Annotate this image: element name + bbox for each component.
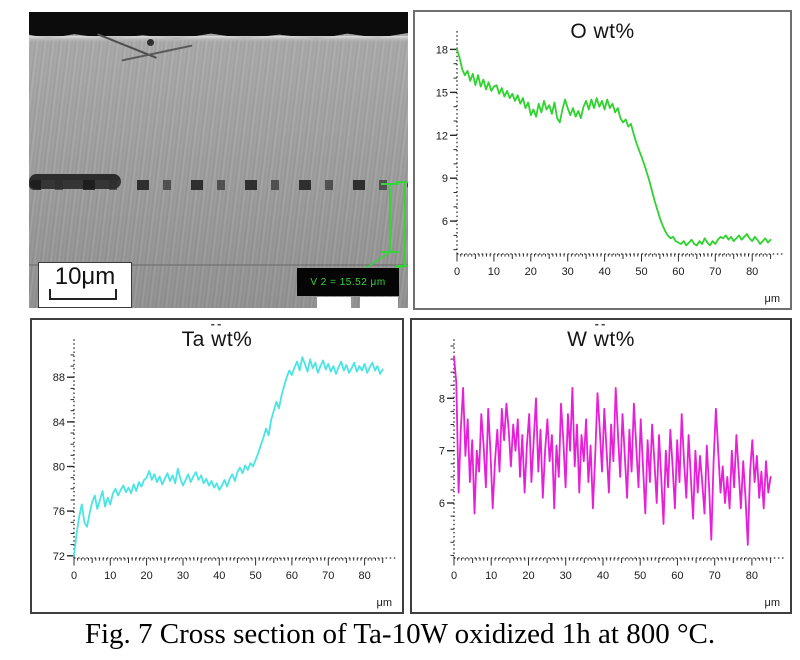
measurement-label: V 2 = 15.52 μm [297,268,399,296]
svg-text:70: 70 [709,266,721,278]
svg-text:40: 40 [597,570,609,582]
svg-text:10: 10 [104,570,116,582]
smudge-mark: -- [594,316,608,331]
smudge-mark: -- [210,316,224,331]
o-wt-chart: 6 9 12 15 18 0 10 20 30 40 50 60 70 80 [436,31,784,278]
image-cutout [317,297,351,308]
svg-text:10: 10 [485,570,497,582]
svg-text:30: 30 [560,570,572,582]
svg-text:10: 10 [488,266,500,278]
svg-text:84: 84 [53,417,65,429]
svg-text:88: 88 [53,372,65,384]
svg-text:80: 80 [746,570,758,582]
svg-text:40: 40 [598,266,610,278]
svg-text:6: 6 [439,498,445,510]
svg-text:20: 20 [525,266,537,278]
image-cutout [360,297,398,308]
svg-text:20: 20 [522,570,534,582]
svg-text:15: 15 [436,87,448,99]
svg-text:0: 0 [71,570,77,582]
svg-text:12: 12 [436,130,448,142]
svg-text:60: 60 [286,570,298,582]
svg-text:50: 50 [634,570,646,582]
svg-text:6: 6 [442,216,448,228]
svg-text:9: 9 [442,173,448,185]
svg-text:80: 80 [358,570,370,582]
sem-crack-line [29,180,408,190]
svg-text:70: 70 [322,570,334,582]
svg-text:80: 80 [746,266,758,278]
svg-text:50: 50 [249,570,261,582]
svg-text:18: 18 [436,44,448,56]
scale-bar: 10μm [38,262,132,308]
chart-title-ta: Ta wt% [181,328,253,351]
ta-wt-chart: 72 76 80 84 88 0 10 20 30 40 50 60 70 80 [53,339,396,582]
chart-panel-w: -- 6 7 8 0 10 20 30 40 50 60 70 80 W wt% μm [410,316,792,614]
figure-caption: Fig. 7 Cross section of Ta-10W oxidized … [84,618,716,650]
x-axis-unit: μm [376,597,392,609]
svg-text:30: 30 [562,266,574,278]
x-axis-unit: μm [764,597,780,609]
scale-bar-line [49,289,117,300]
scale-bar-label: 10μm [54,263,116,290]
chart-title-o: O wt% [570,20,635,43]
x-axis-unit: μm [764,293,780,305]
svg-text:80: 80 [53,462,65,474]
pore-speck [147,39,154,46]
chart-title-w: W wt% [567,328,635,351]
svg-text:60: 60 [671,570,683,582]
sem-surface-ridge [29,36,408,42]
svg-text:50: 50 [635,266,647,278]
sem-layer-boundary [29,264,408,266]
chart-panel-o: 6 9 12 15 18 0 10 20 30 40 50 60 70 80 O wt% μm [413,10,792,310]
svg-text:72: 72 [53,551,65,563]
svg-text:60: 60 [672,266,684,278]
svg-text:0: 0 [454,266,460,278]
svg-text:40: 40 [213,570,225,582]
svg-text:76: 76 [53,506,65,518]
svg-text:8: 8 [439,393,445,405]
svg-text:7: 7 [439,446,445,458]
chart-panel-ta: -- 72 76 80 84 88 0 10 20 30 40 50 60 70 80 Ta wt% μm [30,316,404,614]
svg-text:0: 0 [451,570,457,582]
sem-micrograph: V 2 = 15.52 μm 10μm [29,12,408,308]
svg-text:20: 20 [140,570,152,582]
svg-text:30: 30 [177,570,189,582]
svg-text:70: 70 [709,570,721,582]
